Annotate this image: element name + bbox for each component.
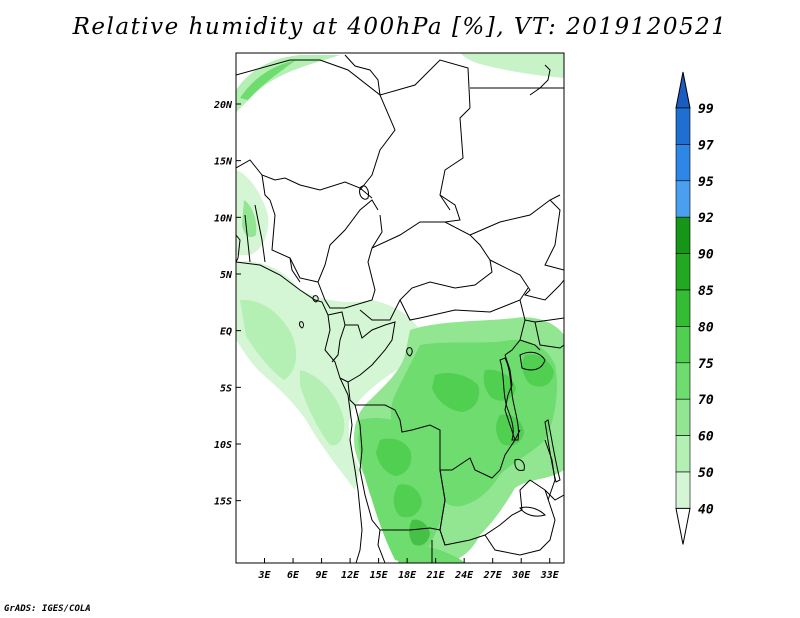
lat-tick-label: 15N (214, 157, 233, 168)
humidity-core-1 (432, 373, 480, 412)
map-frame (235, 52, 565, 564)
colorbar-label: 40 (698, 502, 714, 517)
lon-tick-label: 15E (370, 570, 389, 581)
colorbar-swatch (675, 144, 691, 182)
humidity-region-west-mid (240, 299, 297, 380)
lat-tick-label: 15S (214, 497, 232, 508)
colorbar-swatch (675, 435, 691, 473)
lon-tick-label: 6E (287, 570, 300, 581)
lat-tick-label: 10N (214, 213, 233, 224)
lat-tick-label: 5S (220, 383, 232, 394)
colorbar-swatch (675, 471, 691, 509)
humidity-core-7 (409, 519, 430, 546)
colorbar-label: 80 (698, 320, 714, 335)
humidity-region-coast-core (300, 370, 345, 446)
colorbar-label: 70 (698, 393, 714, 408)
country-borders (236, 54, 564, 563)
colorbar-swatch (675, 107, 691, 145)
humidity-region-west-coast (236, 261, 424, 490)
lon-tick-label: 9E (316, 570, 329, 581)
lat-tick-label: 10S (214, 440, 232, 451)
humidity-core-3 (522, 354, 554, 387)
humidity-band-north-west-core (240, 60, 296, 100)
lon-tick-label: 27E (483, 570, 503, 581)
humidity-core-5 (393, 484, 422, 518)
colorbar-label: 97 (698, 138, 714, 153)
grads-credit: GrADS: IGES/COLA (4, 604, 91, 614)
colorbar-label: 92 (698, 211, 714, 226)
map-title: Relative humidity at 400hPa [%], VT: 201… (72, 14, 728, 40)
colorbar-label: 95 (698, 175, 714, 190)
colorbar-swatch (675, 289, 691, 327)
lon-tick-label: 18E (398, 570, 417, 581)
humidity-band-north-west (236, 55, 340, 112)
lon-tick-label: 30E (511, 570, 531, 581)
colorbar-label: 50 (698, 466, 714, 481)
colorbar-swatch (675, 362, 691, 400)
longitude-axis: 3E 6E 9E 12E 15E 18E 21E 24E 27E 30E 33E (257, 558, 560, 581)
lon-tick-label: 3E (257, 570, 271, 581)
colorbar-swatch (675, 253, 691, 291)
lon-tick-label: 12E (341, 570, 360, 581)
colorbar-bottom-arrow (675, 507, 691, 545)
colorbar-label: 75 (698, 357, 714, 372)
lon-tick-label: 24E (454, 570, 474, 581)
lat-tick-label: 20N (213, 100, 233, 111)
humidity-patch-sahel-core (242, 200, 257, 238)
colorbar-swatch (675, 216, 691, 254)
lon-tick-label: 33E (540, 570, 560, 581)
colorbar-swatch (675, 326, 691, 364)
lat-tick-label: EQ (220, 327, 232, 338)
humidity-field (236, 53, 564, 563)
lat-tick-label: 5N (220, 270, 233, 281)
colorbar-swatch (675, 180, 691, 218)
lon-tick-label: 21E (426, 570, 446, 581)
colorbar: 99 97 95 92 90 85 80 75 70 60 50 40 (675, 71, 714, 545)
colorbar-top-arrow (675, 71, 691, 109)
colorbar-label: 85 (698, 284, 714, 299)
latitude-axis: 20N 15N 10N 5N EQ 5S 10S 15S (213, 100, 241, 508)
colorbar-swatch (675, 398, 691, 436)
colorbar-label: 99 (698, 102, 714, 117)
humidity-core-2 (483, 369, 516, 401)
colorbar-label: 90 (698, 248, 714, 263)
humidity-band-north-east (460, 53, 564, 78)
colorbar-label: 60 (698, 430, 714, 445)
humidity-core-4 (376, 438, 412, 476)
